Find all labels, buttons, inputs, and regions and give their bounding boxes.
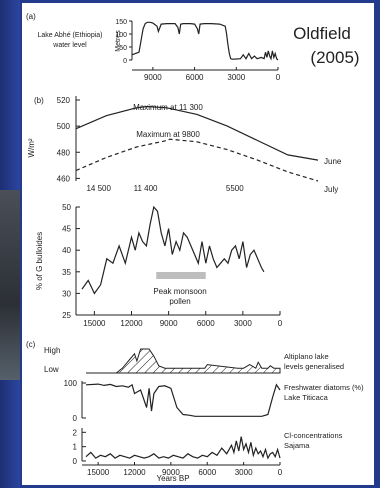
- panel-a-ytick-label: 50: [119, 45, 127, 52]
- panel-e-xlabel: Years BP: [156, 474, 189, 483]
- panel-c-low: Low: [44, 365, 59, 374]
- panel-a-xtick-label: 0: [276, 73, 281, 82]
- panel-e-label-2: Sajama: [284, 441, 310, 450]
- panel-d-ytick-label: 100: [64, 379, 78, 388]
- panel-b2-ytick-label: 40: [62, 246, 71, 255]
- panel-a-water-level-line: [131, 21, 279, 61]
- panel-a-xtick-label: 3000: [227, 73, 245, 82]
- panel-c-label-2: levels generalised: [284, 362, 344, 371]
- panel-b-ticks: 520 500 480 460 14 500 11 400 5500: [57, 96, 244, 193]
- panel-e-xtick-label: 6000: [198, 468, 216, 477]
- panel-e-label-1: Cl-concentrations: [284, 431, 343, 440]
- panel-a-tag: (a): [26, 12, 36, 21]
- panel-a-ytick-label: 0: [123, 58, 127, 65]
- figure-svg: Oldfield (2005) (a) Lake Abhé (Ethiopia)…: [26, 12, 364, 483]
- panel-b2-xtick-label: 0: [278, 319, 283, 328]
- panel-e-ytick-label: 1: [73, 443, 78, 452]
- panel-a-ytick-label: 100: [115, 32, 127, 39]
- panel-a-ticks: 150 100 50 0 9000 6000 3000 0: [115, 19, 280, 82]
- panel-b-july-line: [75, 138, 319, 182]
- panel-e-ticks: 2 1 0 15000 12000 9000 6000 3000 0: [73, 428, 283, 477]
- panel-e-xtick-label: 9000: [162, 468, 180, 477]
- panel-b2-ytick-label: 50: [62, 203, 71, 212]
- panel-b-tag: (b): [34, 96, 44, 105]
- panel-a-ylabel: Metres: [115, 30, 122, 52]
- panel-b-ytick-label: 480: [57, 148, 71, 157]
- panel-b2-xtick-label: 12000: [120, 319, 143, 328]
- peak-monsoon-label-2: pollen: [169, 297, 190, 306]
- panel-b-insolation: (b) W/m² 520 500 480 460 14 500 11 400 5500 Ma…: [27, 96, 342, 194]
- panel-b-legend-june: June: [324, 157, 342, 166]
- left-sidebar-strip: [0, 0, 20, 488]
- panel-d-ticks: 100 0: [64, 379, 86, 423]
- panel-a-label-2: water level: [52, 42, 87, 49]
- panel-c-altiplano-area: [86, 348, 281, 374]
- panel-a-label-1: Lake Abhé (Ethiopia): [38, 32, 103, 39]
- panel-b-annotation-june-max: Maximum at 11 300: [133, 103, 203, 112]
- panel-b-ytick-label: 520: [57, 96, 71, 105]
- panel-b-ylabel: W/m²: [27, 138, 36, 157]
- peak-monsoon-label-1: Peak monsoon: [153, 287, 206, 296]
- panel-c-high: High: [44, 346, 60, 355]
- panel-b-bulloides: % of G bulloides 50 45 40 35 30 25 15000 12000 9…: [35, 203, 283, 328]
- panel-d-label-2: Lake Titicaca: [284, 393, 329, 402]
- panel-a-lake-abhe: (a) Lake Abhé (Ethiopia) water level Met…: [26, 12, 281, 82]
- panel-b2-ytick-label: 30: [62, 289, 71, 298]
- panel-b-annotation-july-max: Maximum at 9800: [136, 130, 200, 139]
- panel-e-xtick-label: 15000: [87, 468, 110, 477]
- panel-e-ytick-label: 2: [73, 428, 78, 437]
- credit-author: Oldfield: [293, 24, 351, 43]
- panel-d-ytick-label: 0: [73, 414, 78, 423]
- panel-b-june-line: [75, 105, 319, 161]
- panel-b2-xtick-label: 15000: [83, 319, 106, 328]
- panel-b2-ytick-label: 25: [62, 311, 71, 320]
- panel-e-xtick-label: 0: [278, 468, 283, 477]
- panel-e-chloride-line: [85, 436, 281, 460]
- credit-year: (2005): [310, 48, 359, 67]
- panel-a-xtick-label: 6000: [186, 73, 204, 82]
- panel-b2-ylabel: % of G bulloides: [35, 232, 44, 290]
- panel-b-xtick-label: 14 500: [86, 184, 111, 193]
- panel-b2-ytick-label: 35: [62, 268, 71, 277]
- panel-d-diatoms-line: [85, 383, 281, 417]
- panel-b-ytick-label: 500: [57, 122, 71, 131]
- panel-b-xtick-label: 5500: [226, 184, 244, 193]
- sidebar-photo: [0, 190, 20, 380]
- panel-b-ytick-label: 460: [57, 174, 71, 183]
- panel-a-xtick-label: 9000: [144, 73, 162, 82]
- panel-d-label-1: Freshwater diatoms (%): [284, 383, 364, 392]
- figure-sheet: Oldfield (2005) (a) Lake Abhé (Ethiopia)…: [22, 3, 374, 485]
- panel-e-xtick-label: 12000: [123, 468, 146, 477]
- panel-c-tag: (c): [26, 340, 36, 349]
- panel-c-label-1: Altiplano lake: [284, 352, 329, 361]
- panel-c-south-america: (c) High Low Altiplano lake levels gener…: [26, 340, 364, 483]
- panel-b-legend-july: July: [324, 185, 338, 194]
- panel-a-ytick-label: 150: [115, 19, 127, 26]
- panel-b2-ytick-label: 45: [62, 225, 71, 234]
- panel-b2-xtick-label: 6000: [197, 319, 215, 328]
- panel-b2-ticks: 50 45 40 35 30 25 15000 12000 9000 6000 3000 0: [62, 203, 283, 328]
- peak-monsoon-band: [156, 272, 206, 279]
- panel-e-ytick-label: 0: [73, 457, 78, 466]
- panel-b2-xtick-label: 3000: [234, 319, 252, 328]
- panel-e-xtick-label: 3000: [235, 468, 253, 477]
- panel-b-xtick-label: 11 400: [134, 184, 158, 193]
- panel-b2-xtick-label: 9000: [160, 319, 178, 328]
- panel-b2-bulloides-line: [81, 205, 265, 295]
